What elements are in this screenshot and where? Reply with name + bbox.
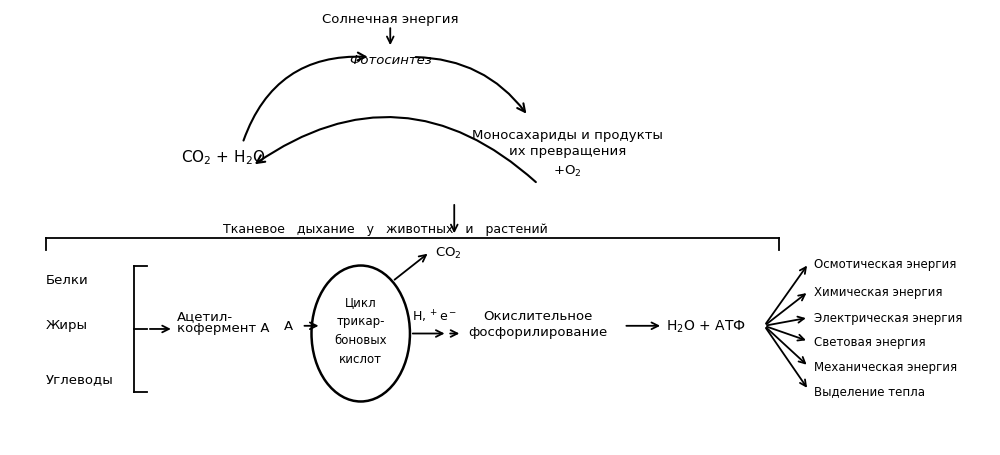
Text: кислот: кислот bbox=[339, 353, 382, 365]
Text: Солнечная энергия: Солнечная энергия bbox=[322, 13, 459, 25]
Text: Световая энергия: Световая энергия bbox=[814, 335, 925, 348]
Text: $\mathregular{CO_2}$ + $\mathregular{H_2O}$: $\mathregular{CO_2}$ + $\mathregular{H_2… bbox=[181, 148, 265, 167]
Text: А: А bbox=[284, 319, 293, 333]
Text: Белки: Белки bbox=[46, 273, 88, 286]
Text: Тканевое   дыхание   у   животных   и   растений: Тканевое дыхание у животных и растений bbox=[223, 222, 548, 235]
Text: Механическая энергия: Механическая энергия bbox=[814, 360, 957, 373]
Text: боновых: боновых bbox=[334, 334, 387, 347]
Text: Цикл: Цикл bbox=[345, 296, 377, 308]
Text: кофермент А: кофермент А bbox=[177, 321, 269, 334]
Text: Химическая энергия: Химическая энергия bbox=[814, 285, 942, 298]
Text: $\mathregular{CO_2}$: $\mathregular{CO_2}$ bbox=[435, 245, 461, 260]
Text: их превращения: их превращения bbox=[509, 145, 626, 158]
Text: фосфорилирование: фосфорилирование bbox=[468, 325, 608, 338]
Text: Окислительное: Окислительное bbox=[483, 309, 593, 322]
Text: Выделение тепла: Выделение тепла bbox=[814, 384, 925, 397]
Text: $+\mathregular{O_2}$: $+\mathregular{O_2}$ bbox=[553, 163, 582, 178]
Text: Фотосинтез: Фотосинтез bbox=[349, 53, 432, 66]
Text: Моносахариды и продукты: Моносахариды и продукты bbox=[472, 128, 663, 142]
Text: $\mathregular{H,}^+\mathregular{e}^-$: $\mathregular{H,}^+\mathregular{e}^-$ bbox=[412, 308, 457, 324]
Text: Электрическая энергия: Электрическая энергия bbox=[814, 312, 962, 324]
Text: Ацетил-: Ацетил- bbox=[177, 309, 233, 322]
Text: Осмотическая энергия: Осмотическая энергия bbox=[814, 257, 956, 270]
Text: Жиры: Жиры bbox=[46, 318, 88, 331]
Text: трикар-: трикар- bbox=[336, 314, 385, 328]
Text: Углеводы: Углеводы bbox=[46, 373, 113, 385]
Text: $\mathregular{H_2O}$ + АТФ: $\mathregular{H_2O}$ + АТФ bbox=[666, 318, 746, 334]
